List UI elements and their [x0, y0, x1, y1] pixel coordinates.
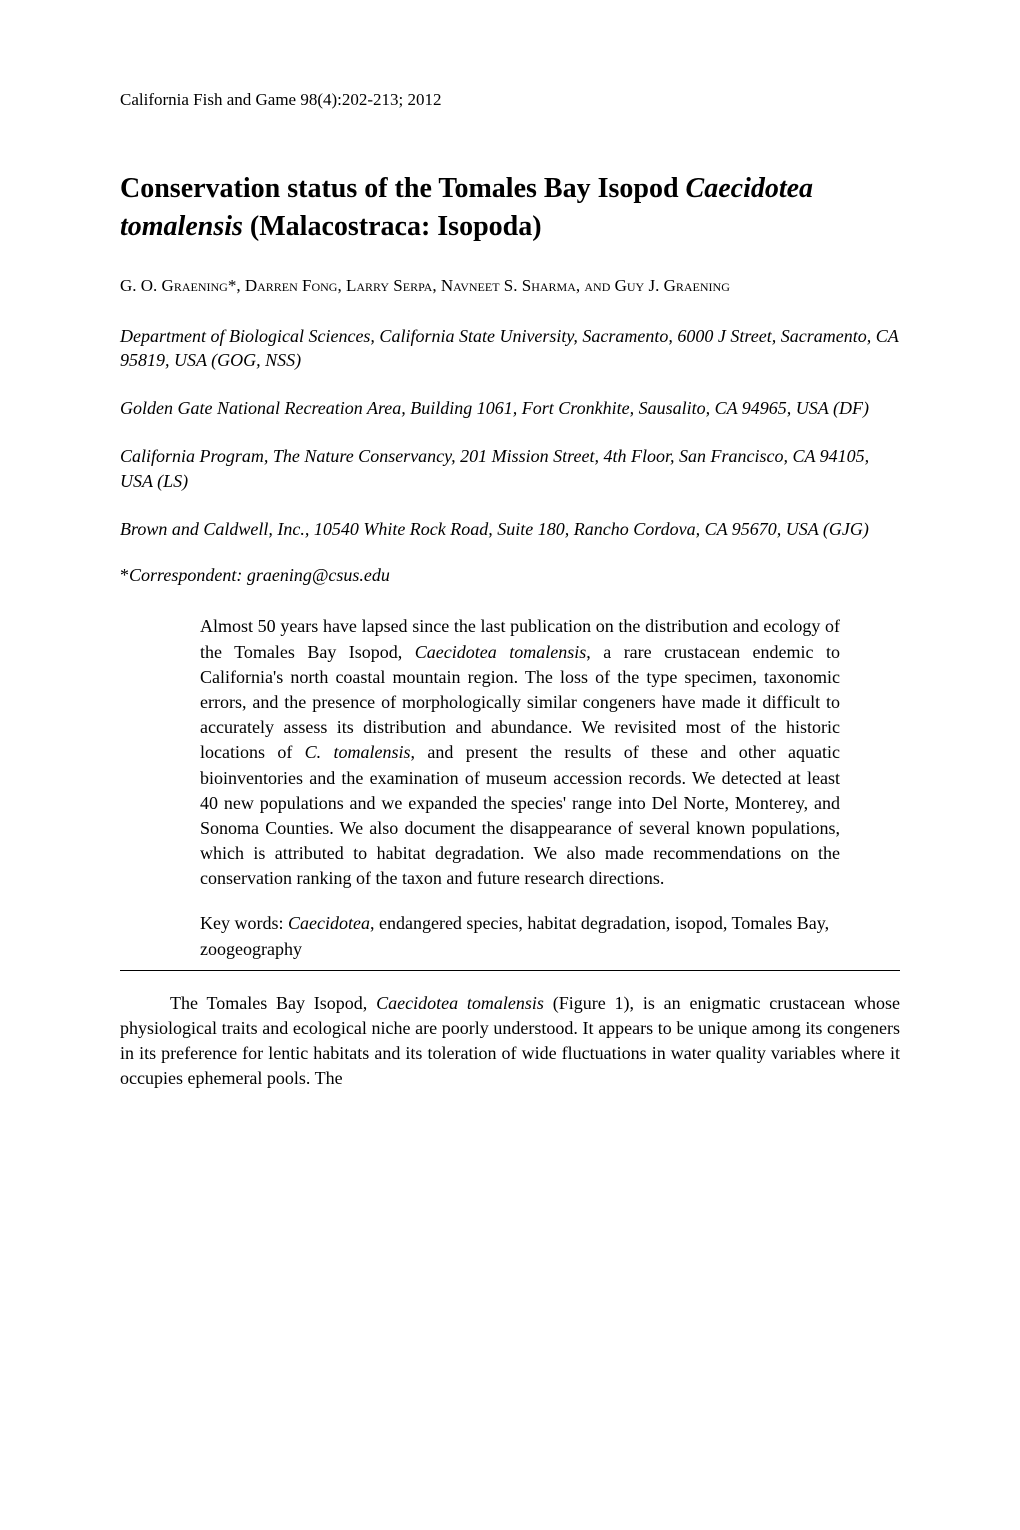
title-suffix: (Malacostraca: Isopoda)	[243, 211, 542, 242]
abstract-species-1: Caecidotea tomalensis	[415, 642, 586, 662]
article-title: Conservation status of the Tomales Bay I…	[120, 170, 900, 246]
abstract: Almost 50 years have lapsed since the la…	[120, 614, 900, 891]
body-paragraph: The Tomales Bay Isopod, Caecidotea tomal…	[120, 991, 900, 1092]
keywords: Key words: Caecidotea, endangered specie…	[120, 911, 900, 961]
body-seg1: The Tomales Bay Isopod,	[170, 993, 376, 1013]
keywords-genus: Caecidotea	[288, 913, 370, 933]
correspondent-marker: *	[120, 565, 129, 585]
correspondent-email: graening@csus.edu	[247, 565, 390, 585]
affiliation-1: Department of Biological Sciences, Calif…	[120, 324, 900, 373]
affiliation-3: California Program, The Nature Conservan…	[120, 444, 900, 493]
section-divider	[120, 970, 900, 971]
keywords-label: Key words:	[200, 913, 288, 933]
abstract-species-2: C. tomalensis	[305, 742, 411, 762]
title-prefix: Conservation status of the Tomales Bay I…	[120, 173, 686, 204]
body-species: Caecidotea tomalensis	[376, 993, 544, 1013]
correspondent-label: Correspondent:	[129, 565, 247, 585]
abstract-seg3: , and present the results of these and o…	[200, 742, 840, 888]
affiliation-4: Brown and Caldwell, Inc., 10540 White Ro…	[120, 517, 900, 541]
affiliation-2: Golden Gate National Recreation Area, Bu…	[120, 396, 900, 420]
correspondent: *Correspondent: graening@csus.edu	[120, 565, 900, 586]
running-header: California Fish and Game 98(4):202-213; …	[120, 90, 900, 110]
author-list: G. O. Graening*, Darren Fong, Larry Serp…	[120, 276, 900, 296]
